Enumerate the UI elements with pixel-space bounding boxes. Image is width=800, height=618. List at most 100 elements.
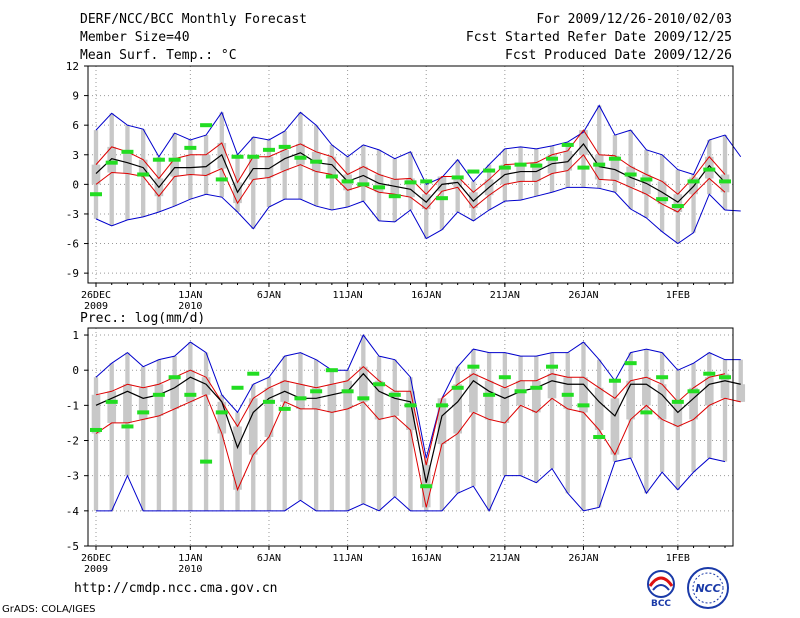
prec-whisker-bar bbox=[188, 342, 193, 511]
prec-observed-marker bbox=[483, 392, 496, 397]
prec-whisker-bar bbox=[376, 356, 382, 511]
prec-observed-marker bbox=[719, 375, 731, 380]
temp-observed-marker bbox=[152, 157, 165, 162]
temp-observed-marker bbox=[310, 159, 323, 164]
temp-observed-marker bbox=[341, 179, 354, 184]
temp-box-bar bbox=[642, 174, 651, 195]
prec-observed-marker bbox=[231, 385, 244, 390]
prec-box-bar bbox=[170, 377, 179, 409]
temp-mean-line bbox=[95, 142, 726, 203]
temp-observed-marker bbox=[451, 175, 464, 180]
temp-observed-marker bbox=[467, 169, 480, 174]
prec-ytick-label: -1 bbox=[66, 399, 79, 412]
prec-observed-marker bbox=[373, 382, 386, 387]
prec-observed-marker bbox=[530, 385, 543, 390]
prec-whisker-bar bbox=[298, 352, 303, 501]
temp-observed-marker bbox=[561, 142, 574, 147]
temp-ytick-label: 6 bbox=[72, 119, 79, 132]
prec-box-bar bbox=[201, 377, 211, 395]
prec-box-bar bbox=[390, 391, 400, 416]
prec-observed-marker bbox=[451, 385, 464, 390]
temp-whisker-bar bbox=[251, 137, 256, 229]
prec-observed-marker bbox=[184, 392, 197, 397]
prec-box-bar bbox=[406, 391, 415, 430]
prec-box-bar bbox=[359, 366, 368, 402]
temp-observed-marker bbox=[498, 165, 511, 170]
temp-observed-marker bbox=[105, 160, 118, 165]
temp-whisker-bar bbox=[722, 135, 728, 211]
prec-box-bar bbox=[673, 401, 683, 427]
temp-xtick-sublabel: 2009 bbox=[84, 301, 108, 312]
prec-box-bar bbox=[437, 398, 447, 445]
prec-whisker-bar bbox=[565, 352, 570, 494]
temp-xtick-sublabel: 2010 bbox=[178, 301, 202, 312]
prec-xtick-label: 11JAN bbox=[333, 553, 363, 564]
temp-box-bar bbox=[563, 150, 573, 171]
temp-box-bar bbox=[264, 156, 274, 178]
temp-observed-marker bbox=[420, 179, 433, 184]
source-url[interactable]: http://cmdp.ncc.cma.gov.cn bbox=[74, 581, 278, 596]
temp-box-bar bbox=[280, 149, 290, 171]
bcc-logo: BCC bbox=[647, 570, 675, 608]
prec-plot-frame bbox=[87, 327, 734, 547]
prec-observed-marker bbox=[577, 403, 590, 408]
temp-box-bar bbox=[296, 143, 305, 165]
prec-whisker-bar bbox=[282, 356, 287, 511]
temp-ytick-label: -3 bbox=[66, 208, 79, 221]
prec-box-bar bbox=[704, 377, 714, 406]
prec-observed-marker bbox=[357, 396, 370, 401]
temp-observed-marker bbox=[90, 192, 102, 197]
prec-observed-marker bbox=[247, 371, 260, 376]
temp-box-bar bbox=[579, 130, 588, 155]
grads-credit: GrADS: COLA/IGES bbox=[2, 604, 96, 615]
prec-observed-marker bbox=[703, 371, 716, 376]
prec-observed-marker bbox=[624, 361, 637, 366]
prec-whisker-bar bbox=[534, 356, 539, 483]
temp-lower-line bbox=[95, 153, 726, 213]
prec-whisker-bar bbox=[408, 377, 413, 511]
prec-box-bar bbox=[327, 384, 337, 413]
prec-whisker-bar bbox=[486, 352, 492, 511]
prec-whisker-bar bbox=[203, 352, 209, 511]
prec-box-bar bbox=[138, 387, 148, 420]
prec-box-bar bbox=[689, 387, 698, 420]
prec-box-bar bbox=[154, 384, 164, 416]
prec-observed-marker bbox=[105, 399, 118, 404]
temp-ytick-label: 0 bbox=[72, 178, 79, 191]
prec-box-bar bbox=[123, 384, 132, 423]
prec-observed-marker bbox=[137, 410, 150, 415]
prec-observed-marker bbox=[388, 392, 401, 397]
temp-observed-marker bbox=[687, 179, 700, 184]
prec-observed-marker bbox=[498, 375, 511, 380]
temp-observed-marker bbox=[624, 172, 637, 177]
prec-observed-marker bbox=[325, 368, 338, 373]
temp-xtick-label: 11JAN bbox=[333, 290, 363, 301]
temp-xtick-label: 21JAN bbox=[490, 290, 520, 301]
prec-observed-marker bbox=[310, 389, 323, 394]
temp-observed-marker bbox=[719, 179, 731, 184]
prec-observed-marker bbox=[593, 435, 606, 439]
prec-observed-marker bbox=[168, 375, 181, 380]
temp-observed-marker bbox=[373, 185, 386, 190]
prec-whisker-bar bbox=[675, 370, 680, 490]
prec-box-bar bbox=[720, 373, 730, 399]
temp-whisker-bar bbox=[691, 174, 696, 233]
temp-observed-marker bbox=[608, 156, 621, 161]
prec-whisker-bar bbox=[329, 370, 335, 511]
prec-observed-marker bbox=[90, 427, 102, 432]
prec-whisker-bar bbox=[597, 359, 602, 508]
prec-observed-marker bbox=[687, 389, 700, 394]
prec-upper-line bbox=[95, 366, 726, 466]
temp-xtick-label: 16JAN bbox=[411, 290, 441, 301]
prec-box-bar bbox=[531, 380, 541, 413]
prec-whisker-bar bbox=[266, 377, 272, 511]
prec-whisker-bar bbox=[471, 349, 476, 487]
prec-box-bar bbox=[579, 377, 588, 413]
prec-whisker-bar bbox=[156, 359, 162, 511]
prec-observed-marker bbox=[656, 375, 669, 380]
prec-xtick-label: 16JAN bbox=[411, 553, 441, 564]
temp-observed-marker bbox=[184, 145, 197, 150]
temp-observed-marker bbox=[262, 147, 275, 152]
temp-ytick-label: 12 bbox=[66, 60, 79, 73]
ncc-logo: NCC bbox=[687, 567, 729, 609]
